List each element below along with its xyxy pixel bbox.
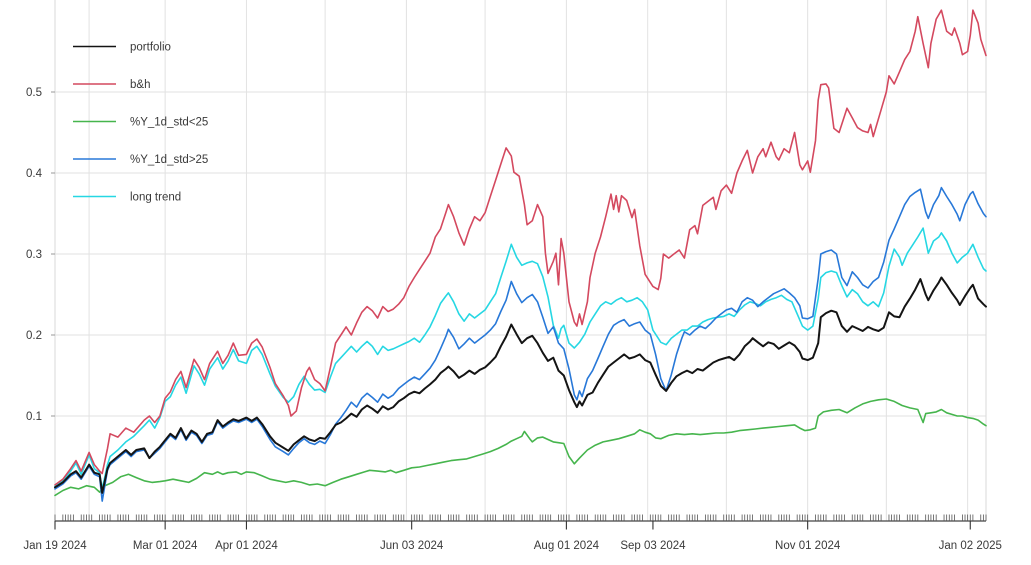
y-tick-label: 0.2 (26, 330, 42, 342)
legend-label--y-1d-std-25: %Y_1d_std<25 (130, 117, 208, 129)
legend-label-long-trend: long trend (130, 192, 181, 204)
x-tick-label: Jan 02 2025 (939, 540, 1002, 552)
y-axis: 0.1 0.2 0.3 0.4 0.5 (26, 87, 55, 423)
x-tick-label: Jan 19 2024 (23, 540, 87, 552)
legend-item--y-1d-std-25: %Y_1d_std<25 (73, 117, 208, 129)
series-line--y-1d-std-25 (54, 398, 987, 497)
x-axis: Jan 19 2024 Mar 01 2024 Apr 01 2024 Jun 03 … (23, 514, 1002, 552)
series-line-portfolio (54, 276, 987, 494)
x-tick-label: Sep 03 2024 (620, 540, 686, 552)
x-tick-label: Jun 03 2024 (380, 540, 444, 552)
legend-item--y-1d-std-25: %Y_1d_std>25 (73, 154, 208, 166)
legend-item-b-h: b&h (73, 79, 150, 91)
y-tick-label: 0.5 (26, 87, 42, 99)
series-line-long-trend (54, 227, 987, 490)
series-line--y-1d-std-25 (54, 186, 987, 502)
x-tick-label: Nov 01 2024 (775, 540, 841, 552)
series-lines (54, 9, 987, 502)
legend-label--y-1d-std-25: %Y_1d_std>25 (130, 154, 208, 166)
y-tick-label: 0.4 (26, 168, 43, 180)
gridlines (54, 0, 987, 521)
x-tick-label: Aug 01 2024 (534, 540, 600, 552)
legend: portfolio b&h %Y_1d_std<25 %Y_1d_std>25long… (73, 42, 208, 204)
x-tick-label: Mar 01 2024 (133, 540, 198, 552)
y-tick-label: 0.3 (26, 249, 42, 261)
legend-item-portfolio: portfolio (73, 42, 171, 54)
legend-label-b-h: b&h (130, 79, 150, 91)
y-tick-label: 0.1 (26, 411, 42, 423)
series-line-b-h (54, 9, 987, 486)
legend-label-portfolio: portfolio (130, 42, 171, 54)
x-tick-label: Apr 01 2024 (215, 540, 278, 552)
legend-item-long-trend: long trend (73, 192, 181, 204)
